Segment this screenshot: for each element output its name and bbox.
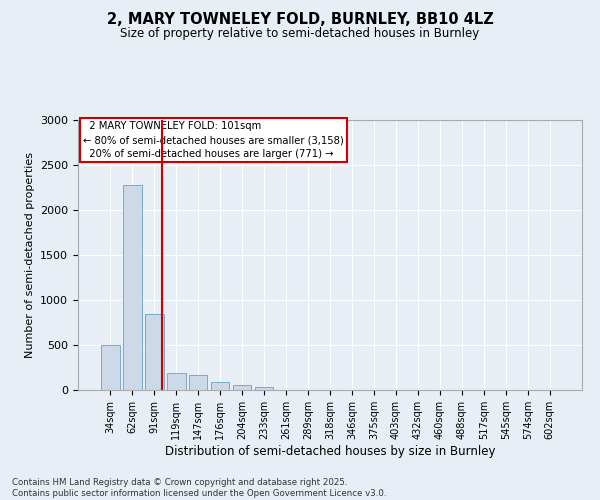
Bar <box>233 385 251 390</box>
Text: 2, MARY TOWNELEY FOLD, BURNLEY, BB10 4LZ: 2, MARY TOWNELEY FOLD, BURNLEY, BB10 4LZ <box>107 12 493 28</box>
Bar <box>255 388 274 390</box>
Bar <box>167 373 185 390</box>
Bar <box>123 185 142 390</box>
Bar <box>211 382 229 390</box>
Text: Size of property relative to semi-detached houses in Burnley: Size of property relative to semi-detach… <box>121 28 479 40</box>
Bar <box>145 314 164 390</box>
Text: Contains HM Land Registry data © Crown copyright and database right 2025.
Contai: Contains HM Land Registry data © Crown c… <box>12 478 386 498</box>
Bar <box>101 345 119 390</box>
Bar <box>189 375 208 390</box>
X-axis label: Distribution of semi-detached houses by size in Burnley: Distribution of semi-detached houses by … <box>165 444 495 458</box>
Y-axis label: Number of semi-detached properties: Number of semi-detached properties <box>25 152 35 358</box>
Text: 2 MARY TOWNELEY FOLD: 101sqm  
← 80% of semi-detached houses are smaller (3,158): 2 MARY TOWNELEY FOLD: 101sqm ← 80% of se… <box>83 122 344 160</box>
